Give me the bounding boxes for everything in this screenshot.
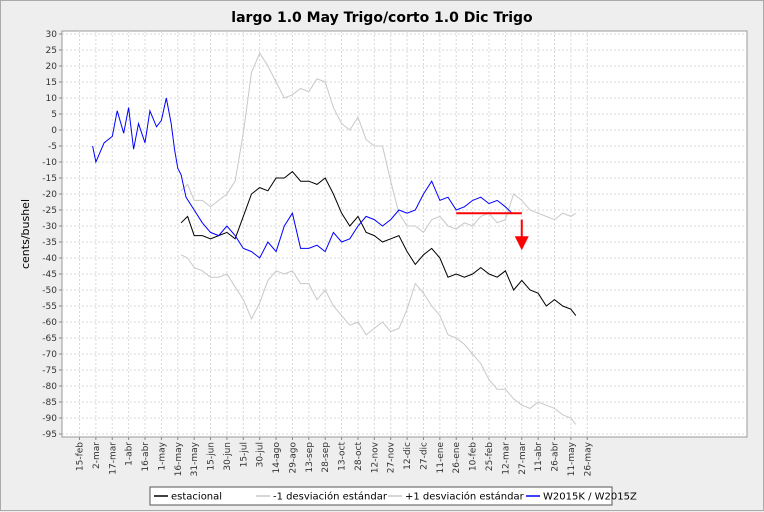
x-tick-label: 27-nov [387,441,397,473]
legend-box [149,486,613,506]
x-tick-label: 26-abr [551,442,561,472]
y-tick-label: -5 [48,142,57,152]
x-tick-label: 13-sep [305,442,315,473]
y-tick-label: -65 [42,334,57,344]
x-tick-label: 27-dic [419,442,429,470]
y-tick-label: -55 [42,302,57,312]
x-tick-label: 11-abr [534,442,544,472]
y-axis-label: cents/bushel [19,199,32,269]
x-tick-label: 1-may [157,441,167,470]
x-tick-label: 1-abr [125,442,135,466]
y-axis-ticks: 30 25 20 15 10 5 0 -5 -10 -15 -20 -25 -30 -35 -40 -45 -5… [42,30,62,440]
legend-label: -1 desviación estándar [273,491,388,503]
x-tick-label: 17-mar [108,442,118,475]
y-tick-label: 20 [46,62,58,72]
x-tick-label: 11-ene [436,442,446,474]
x-tick-label: 14-ago [272,442,282,474]
x-tick-label: 12-mar [501,442,511,475]
x-tick-label: 16-may [174,441,184,476]
x-tick-label: 15-jul [239,442,249,467]
chart-title: largo 1.0 May Trigo/corto 1.0 Dic Trigo [231,10,533,26]
y-tick-label: 10 [46,94,58,104]
y-tick-label: -75 [42,366,57,376]
x-tick-label: 16-abr [141,442,151,472]
y-tick-label: -90 [42,414,57,424]
legend: estacional -1 desviación estándar +1 desvi… [149,486,637,506]
y-tick-label: -50 [42,286,57,296]
series-line-3 [92,97,513,259]
x-tick-label: 15-feb [76,442,86,471]
y-tick-label: 25 [46,46,57,56]
y-tick-label: -15 [42,174,57,184]
y-tick-label: -10 [42,158,57,168]
y-tick-label: -30 [42,222,57,232]
series-line-0 [180,170,577,316]
x-tick-label: 10-feb [469,442,479,471]
legend-label: +1 desviación estándar [405,491,525,503]
x-tick-label: 28-oct [354,442,364,471]
x-tick-label: 31-may [190,441,200,476]
y-tick-label: -40 [42,254,57,264]
series-layer [92,52,577,425]
x-tick-label: 29-ago [288,442,298,474]
y-tick-label: -80 [42,382,57,392]
legend-label: estacional [171,492,222,503]
y-tick-label: -70 [42,350,57,360]
series-line-1 [180,254,577,425]
x-tick-label: 12-nov [370,441,380,473]
x-tick-label: 26-may [583,441,593,476]
x-tick-label: 26-ene [452,442,462,474]
x-tick-label: 15-jun [207,442,217,471]
x-tick-label: 28-sep [321,442,331,473]
y-tick-label: -60 [42,318,57,328]
x-axis-ticks: 15-feb 2-mar 17-mar 1-abr 16-abr 1-may 16-may 3… [76,437,593,476]
y-tick-label: 0 [51,126,57,136]
trend-arrow-head [514,236,529,251]
x-tick-label: 30-jul [256,442,266,467]
x-tick-label: 30-jun [223,442,233,471]
y-tick-label: -85 [42,398,57,408]
y-tick-label: -25 [42,206,57,216]
y-tick-label: 15 [46,78,57,88]
y-tick-label: -45 [42,270,57,280]
y-tick-label: 5 [51,110,57,120]
y-tick-label: -35 [42,238,57,248]
plot-area [61,30,748,438]
x-tick-label: 25-feb [485,442,495,471]
y-tick-label: -20 [42,190,57,200]
x-tick-label: 11-may [567,441,577,476]
series-line-2 [180,52,577,234]
x-tick-label: 13-oct [338,442,348,471]
x-tick-label: 27-mar [518,442,528,475]
y-tick-label: 30 [46,30,58,40]
y-tick-label: -95 [42,430,57,440]
x-tick-label: 12-dic [403,442,413,470]
x-tick-label: 2-mar [92,442,102,469]
legend-label: W2015K / W2015Z [543,492,637,503]
